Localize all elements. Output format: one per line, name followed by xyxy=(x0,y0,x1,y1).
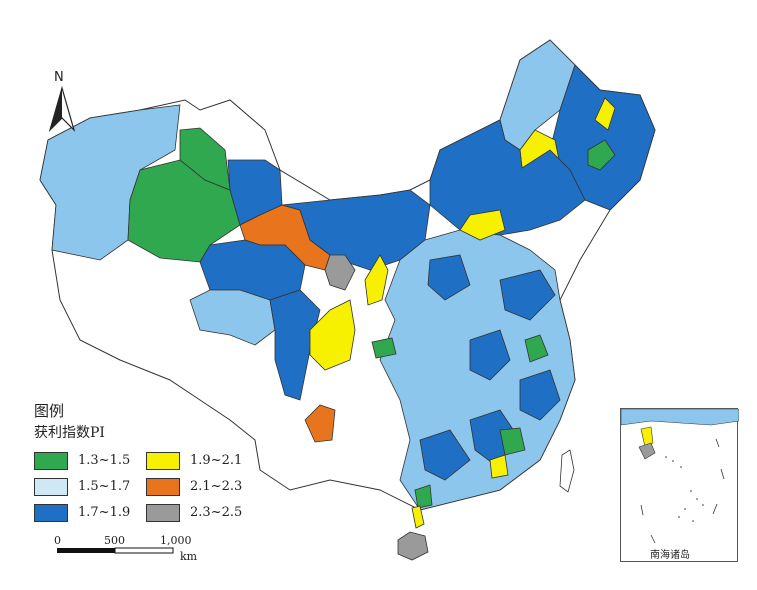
region-blue-south-1 xyxy=(419,429,471,481)
south-china-sea-inset xyxy=(620,408,740,562)
region-blue-east-1 xyxy=(427,254,471,301)
region-leizhou-yellow xyxy=(411,505,425,529)
region-gray-north xyxy=(324,254,356,291)
region-northeast-yellow-small xyxy=(594,97,616,131)
region-yellow-east xyxy=(489,454,509,479)
region-blue-east-4 xyxy=(519,369,561,421)
inset-label: 南海诸岛 xyxy=(650,550,690,561)
legend-title: 图例 xyxy=(34,402,65,420)
legend-swatch xyxy=(34,504,68,522)
region-hainan xyxy=(397,531,429,561)
scale-tick-500: 500 xyxy=(104,534,125,547)
region-green-central xyxy=(371,337,397,359)
region-taiwan xyxy=(559,449,575,493)
legend-label: 1.3~1.5 xyxy=(78,453,131,468)
region-blue-southwest xyxy=(269,289,321,401)
region-blue-east-2 xyxy=(499,269,556,321)
scale-bar xyxy=(57,547,174,554)
scale-unit: km xyxy=(180,550,198,563)
legend-label: 2.1~2.3 xyxy=(190,479,243,494)
region-northeast-green xyxy=(587,139,616,171)
region-blue-east-3 xyxy=(469,329,511,381)
region-yellow-north xyxy=(459,209,506,241)
legend-label: 1.9~2.1 xyxy=(190,453,243,468)
region-green-east-2 xyxy=(499,427,526,456)
inset-map xyxy=(620,408,740,544)
north-arrow-icon xyxy=(48,85,76,133)
scale-tick-0: 0 xyxy=(54,534,61,547)
legend-swatch xyxy=(146,504,180,522)
legend-swatch xyxy=(146,452,180,470)
region-yellow-small xyxy=(364,254,389,306)
region-green-north xyxy=(179,127,231,191)
region-orange-southwest xyxy=(304,404,336,443)
legend-subtitle: 获利指数PI xyxy=(34,425,105,441)
legend-label: 1.7~1.9 xyxy=(78,505,131,520)
region-green-south xyxy=(414,484,433,509)
legend-swatch xyxy=(34,478,68,496)
legend-swatch xyxy=(146,478,180,496)
scale-tick-1000: 1,000 xyxy=(160,534,192,547)
legend-label: 2.3~2.5 xyxy=(190,505,243,520)
legend-label: 1.5~1.7 xyxy=(78,479,131,494)
region-green-east-1 xyxy=(524,334,549,363)
region-yellow-central xyxy=(309,299,356,371)
legend-swatch xyxy=(34,452,68,470)
north-label: N xyxy=(54,70,64,85)
